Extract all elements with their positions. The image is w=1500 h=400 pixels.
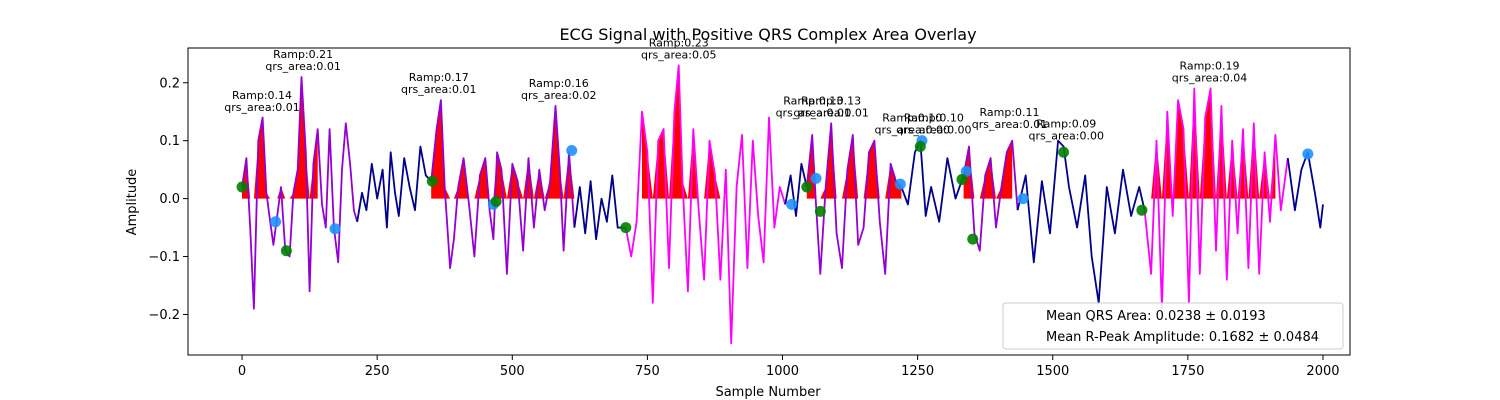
onset-marker-1	[280, 245, 292, 257]
onset-marker-4	[620, 222, 632, 234]
annotation-qrs-area-3: qrs_area:0.02	[521, 89, 596, 102]
x-tick-label-7: 1750	[1171, 364, 1204, 379]
annotation-ramp-4: Ramp:0.23	[649, 36, 709, 49]
onset-marker-9	[967, 233, 979, 245]
x-tick-label-4: 1000	[766, 364, 799, 379]
onset-marker-10	[1058, 146, 1070, 158]
x-tick-label-3: 750	[635, 364, 660, 379]
annotation-qrs-area-8: qrs_area:0.00	[896, 124, 971, 137]
signal-segment-7	[900, 139, 965, 223]
annotation-qrs-area-11: qrs_area:0.04	[1172, 72, 1247, 85]
r-peak-marker-5	[810, 172, 822, 184]
signal-segment-3	[573, 174, 626, 241]
plot-area: Ramp:0.14qrs_area:0.01Ramp:0.21qrs_area:…	[224, 36, 1324, 345]
annotation-ramp-11: Ramp:0.19	[1179, 60, 1239, 73]
signal-segment-9	[1016, 139, 1146, 304]
x-tick-label-2: 500	[500, 364, 525, 379]
onset-marker-2	[426, 175, 438, 187]
onset-marker-5	[801, 181, 813, 193]
onset-marker-3	[490, 196, 502, 207]
qrs-area-fill-4	[642, 65, 721, 199]
annotation-ramp-9: Ramp:0.11	[979, 106, 1039, 119]
r-peak-marker-6	[894, 178, 906, 190]
annotation-ramp-3: Ramp:0.16	[529, 77, 589, 90]
annotation-qrs-area-10: qrs_area:0.00	[1029, 129, 1104, 142]
signal-segment-5	[784, 162, 808, 217]
r-peak-marker-10	[1302, 148, 1314, 160]
r-peak-marker-8	[960, 165, 972, 177]
y-axis-ticks: −0.2 −0.1 0.0 0.1 0.2	[148, 76, 188, 323]
x-axis-ticks: 0 250 500 750 1000 1250 1500 1750 2000	[238, 355, 1340, 379]
signal-segment-6	[805, 122, 903, 275]
annotation-ramp-1: Ramp:0.21	[273, 48, 333, 61]
annotation-ramp-0: Ramp:0.14	[232, 89, 292, 102]
x-axis-label: Sample Number	[715, 385, 821, 400]
annotation-ramp-5: Ramp:0.13	[783, 94, 843, 107]
y-tick-label-1: −0.1	[148, 250, 180, 265]
onset-marker-8	[956, 173, 968, 185]
legend-box	[1002, 302, 1344, 350]
r-peak-marker-3	[566, 145, 578, 157]
onset-marker-0	[236, 181, 248, 193]
signal-segment-8	[962, 139, 1019, 252]
r-peak-marker-1	[329, 223, 341, 235]
signal-segment-11	[1286, 151, 1324, 229]
signal-segment-10	[1143, 87, 1289, 310]
annotation-ramp-8: Ramp:0.10	[904, 112, 964, 125]
x-tick-label-5: 1250	[901, 364, 934, 379]
y-tick-label-0: −0.2	[148, 308, 180, 323]
x-tick-label-0: 0	[238, 364, 246, 379]
y-axis-label: Amplitude	[125, 169, 140, 236]
r-peak-marker-0	[270, 216, 282, 228]
annotation-ramp-7: Ramp:0.10	[882, 112, 942, 125]
annotation-ramp-6: Ramp:0.13	[801, 94, 861, 107]
annotation-qrs-area-1: qrs_area:0.01	[265, 60, 340, 73]
chart-title: ECG Signal with Positive QRS Complex Are…	[559, 25, 976, 44]
x-tick-label-6: 1500	[1036, 364, 1069, 379]
annotation-qrs-area-2: qrs_area:0.01	[401, 83, 476, 96]
annotation-qrs-area-7: qrs_area:0.00	[874, 124, 949, 137]
legend-entry-qrs-area: Mean QRS Area: 0.0238 ± 0.0193	[1046, 309, 1266, 324]
annotation-ramp-2: Ramp:0.17	[409, 71, 469, 84]
y-tick-label-4: 0.2	[159, 76, 180, 91]
annotation-qrs-area-5: qrs_area:0.01	[776, 106, 851, 119]
annotation-qrs-area-4: qrs_area:0.05	[641, 48, 716, 61]
annotation-ramp-10: Ramp:0.09	[1036, 117, 1096, 130]
signal-segment-1	[356, 145, 432, 229]
signal-segment-4	[624, 64, 787, 345]
x-tick-label-8: 2000	[1306, 364, 1339, 379]
onset-marker-7	[914, 140, 926, 152]
signal-segment-0	[241, 76, 359, 310]
y-tick-label-3: 0.1	[159, 134, 180, 149]
signal-segment-2	[430, 99, 576, 275]
onset-marker-11	[1136, 204, 1148, 216]
x-tick-label-1: 250	[365, 364, 390, 379]
legend: Mean QRS Area: 0.0238 ± 0.0193 Mean R-Pe…	[1002, 302, 1344, 350]
plot-frame	[187, 47, 1351, 356]
y-tick-label-2: 0.0	[159, 192, 180, 207]
annotation-qrs-area-9: qrs_area:0.01	[972, 118, 1047, 131]
legend-entry-r-peak-amplitude: Mean R-Peak Amplitude: 0.1682 ± 0.0484	[1046, 330, 1319, 345]
onset-marker-6	[814, 205, 826, 217]
r-peak-marker-9	[1017, 193, 1029, 205]
annotation-qrs-area-6: qrs_area:0.01	[793, 106, 868, 119]
annotation-qrs-area-0: qrs_area:0.01	[224, 101, 299, 114]
qrs-area-fill-0	[242, 77, 318, 199]
r-peak-marker-4	[786, 198, 798, 210]
